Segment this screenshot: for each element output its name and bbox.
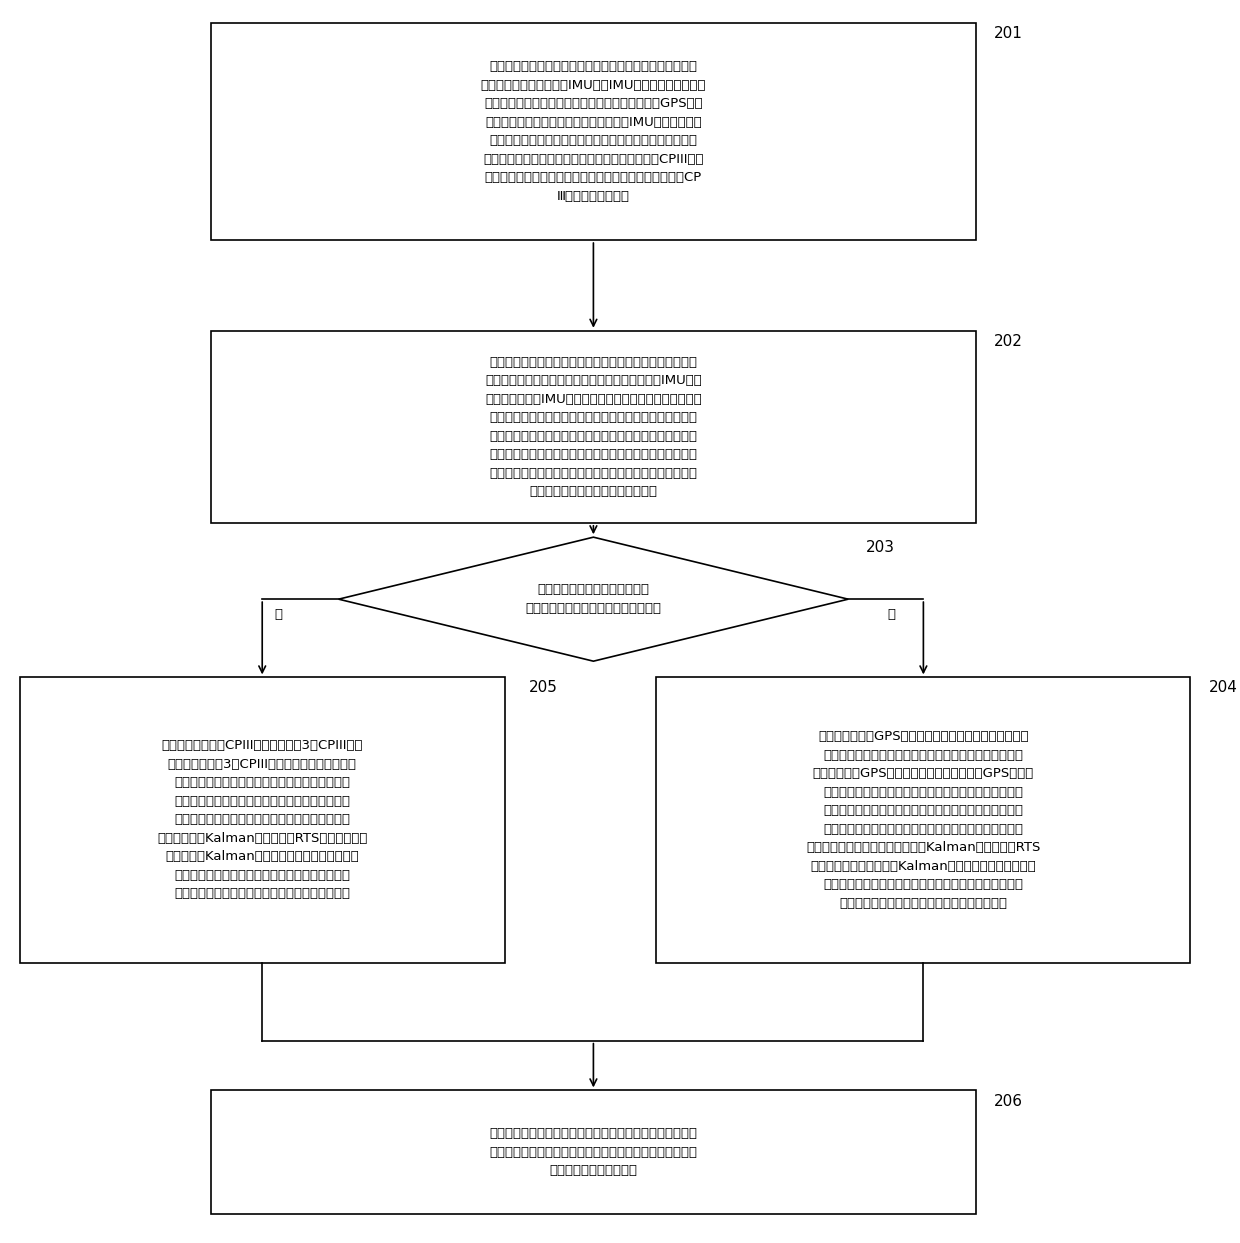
Text: 203: 203 [867,539,895,554]
Text: 204: 204 [1209,680,1238,695]
FancyBboxPatch shape [20,677,505,962]
Text: 轨检小车检测轨检小车当前所在
位置的环境信息是否与预设环境相匹配: 轨检小车检测轨检小车当前所在 位置的环境信息是否与预设环境相匹配 [526,583,661,615]
Text: 轨检小车根据第三轨检小车数据与待测轨道的轨距、或者根
据第四轨检小车数据与待测轨道的轨距，对待测轨道进行平
顺性分析，获得分析结果: 轨检小车根据第三轨检小车数据与待测轨道的轨距、或者根 据第四轨检小车数据与待测轨… [490,1127,697,1177]
Text: 在轨检小车行驶于待测轨道的过程中，轨检小车通过设置于
轨检小车上的惯性传感器IMU采集IMU数据，以及获取轨检
小车的行驶信息和测量待测轨道的轨距，以及获取GP: 在轨检小车行驶于待测轨道的过程中，轨检小车通过设置于 轨检小车上的惯性传感器IM… [481,61,706,203]
Text: 是: 是 [887,608,895,620]
FancyBboxPatch shape [656,677,1190,962]
Text: 206: 206 [993,1094,1023,1109]
Text: 202: 202 [993,334,1023,349]
FancyBboxPatch shape [211,331,976,523]
Polygon shape [339,537,848,661]
Text: 轨检小车对轨检小车的角速度进行滑动平均处理以及对轨检
小车的加速度进行五点三次平滑处理，获得预处理IMU数据
并根据该预处理IMU数据计算获得第一轨检小车数据，: 轨检小车对轨检小车的角速度进行滑动平均处理以及对轨检 小车的加速度进行五点三次平… [485,355,702,498]
Text: 轨检小车从若干个CPIII控制点中选取3个CPIII控制
点，根据选取的3个CPIII控制点的数据信息计算获
得全站仪的中心坐标初始值，根据该中心坐标初始
值，: 轨检小车从若干个CPIII控制点中选取3个CPIII控制 点，根据选取的3个CP… [157,740,367,900]
Text: 205: 205 [529,680,558,695]
Text: 轨检小车依次对GPS定位数据进行数据格式转换处理、粗
差与异常值剔除处理、周跳探测处理以及多路径分析处理
以获得预处理GPS定位数据，并根据该预处理GPS定位数: 轨检小车依次对GPS定位数据进行数据格式转换处理、粗 差与异常值剔除处理、周跳探… [806,730,1040,910]
Text: 否: 否 [274,608,283,620]
FancyBboxPatch shape [211,24,976,240]
Text: 201: 201 [993,26,1023,41]
FancyBboxPatch shape [211,1090,976,1214]
